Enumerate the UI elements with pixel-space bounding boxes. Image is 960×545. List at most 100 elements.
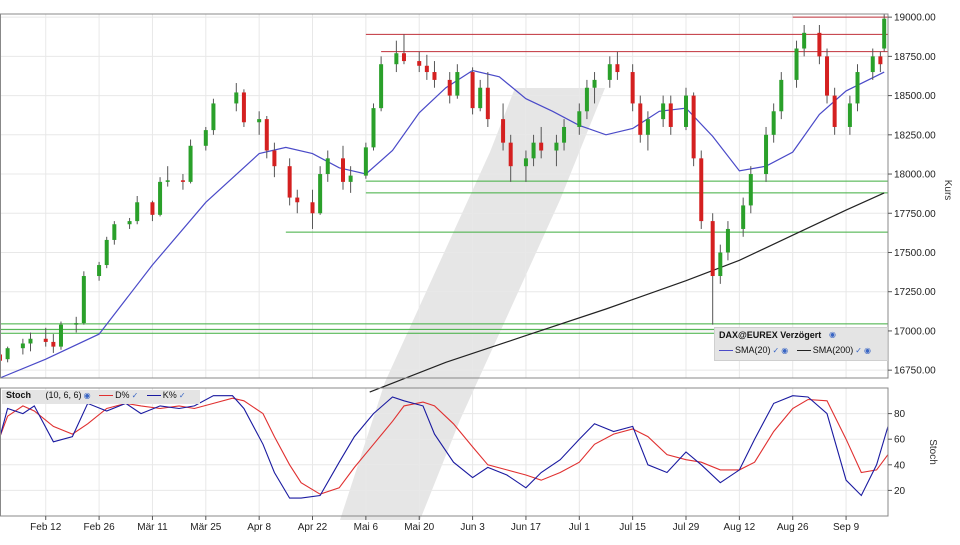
- candle-down: [710, 221, 715, 277]
- candle-up: [478, 87, 483, 109]
- candle-up: [523, 158, 528, 167]
- sma200-swatch: [796, 350, 811, 352]
- check-icon[interactable]: ✓: [855, 346, 862, 355]
- candle-down: [51, 341, 56, 347]
- candle-up: [234, 92, 239, 104]
- x-tick-label: Jul 29: [673, 522, 700, 533]
- candle-up: [741, 205, 746, 229]
- x-tick-label: Jul 15: [619, 522, 646, 533]
- candle-up: [562, 126, 567, 143]
- candle-up: [112, 224, 117, 240]
- x-tick-label: Mär 11: [137, 522, 168, 533]
- candle-up: [203, 130, 208, 146]
- candle-up: [127, 221, 132, 225]
- candle-up: [318, 174, 323, 214]
- dpct-line: [0, 397, 889, 495]
- x-tick-label: Apr 22: [298, 522, 328, 533]
- candle-down: [470, 72, 475, 109]
- check-icon[interactable]: ✓: [178, 391, 186, 400]
- info-icon[interactable]: ◉: [829, 330, 836, 339]
- candle-down: [341, 158, 346, 182]
- check-icon[interactable]: ✓: [131, 391, 139, 400]
- price-y-ticks: 16750.00 17000.00 17250.00 17500.00 17750.00…: [888, 13, 936, 377]
- stoch-panel-frame: [0, 387, 889, 517]
- candle-up: [584, 87, 589, 112]
- candle-down: [264, 119, 269, 151]
- candle-down: [638, 103, 643, 135]
- x-tick-label: Jul 1: [569, 522, 591, 533]
- kpct-line: [0, 395, 889, 499]
- price-y-tick-label: 19000.00: [894, 13, 936, 24]
- price-grid: [0, 14, 888, 378]
- sma200-line: [369, 192, 885, 393]
- candle-up: [371, 108, 376, 148]
- stoch-y-tick-label: 20: [894, 486, 906, 497]
- candle-up: [882, 18, 887, 49]
- candle-up: [81, 276, 86, 324]
- price-panel-frame: [0, 13, 889, 379]
- candle-down: [668, 103, 673, 127]
- candle-up: [718, 252, 723, 277]
- stoch-grid: [0, 388, 888, 516]
- candle-down: [485, 87, 490, 120]
- candle-up: [531, 142, 536, 159]
- price-sma: [0, 69, 885, 393]
- panel-frames: [0, 13, 889, 517]
- stoch-params: (10, 6, 6): [45, 390, 82, 400]
- candle-down: [501, 119, 506, 143]
- dpct-legend-label: D%: [115, 390, 130, 400]
- price-y-tick-label: 17000.00: [894, 326, 936, 337]
- info-icon[interactable]: ◉: [781, 346, 789, 355]
- candle-up: [802, 32, 807, 49]
- candle-up: [847, 103, 852, 127]
- candle-up: [325, 158, 330, 175]
- candle-up: [257, 119, 262, 123]
- candle-up: [58, 324, 63, 347]
- price-y-tick-label: 16750.00: [894, 366, 936, 377]
- x-ticks: Feb 12 Feb 26 Mär 11 Mär 25 Apr 8 Apr 22 Mai 6…: [30, 516, 860, 533]
- candle-up: [379, 64, 384, 109]
- kpct-legend-label: K%: [162, 390, 177, 400]
- candle-up: [607, 64, 612, 80]
- candle-down: [287, 166, 292, 198]
- x-tick-label: Aug 12: [724, 522, 756, 533]
- check-icon[interactable]: ✓: [772, 346, 780, 355]
- candle-up: [771, 111, 776, 135]
- candle-up: [684, 95, 689, 127]
- candle-down: [241, 92, 246, 123]
- x-tick-label: Aug 26: [777, 522, 809, 533]
- x-tick-label: Mai 6: [354, 522, 379, 533]
- price-y-tick-label: 18000.00: [894, 170, 936, 181]
- candle-up: [748, 174, 753, 206]
- price-y-tick-label: 18750.00: [894, 52, 936, 63]
- stoch-y-axis-label: Stoch: [927, 439, 938, 465]
- info-icon[interactable]: ◉: [83, 391, 91, 400]
- candle-down: [150, 202, 155, 215]
- candle-up: [135, 202, 140, 222]
- candle-up: [363, 147, 368, 176]
- price-legend: DAX@EUREX Verzögert ◉ SMA(20) ✓ ◉ SMA(200) ✓…: [714, 327, 888, 361]
- candle-up: [28, 338, 33, 344]
- stoch-lines: [0, 395, 889, 499]
- candle-down: [825, 56, 830, 96]
- stoch-title: Stoch: [6, 390, 32, 400]
- candle-up: [394, 53, 399, 65]
- candle-down: [295, 197, 300, 203]
- candle-down: [447, 79, 452, 96]
- candle-down: [424, 65, 429, 73]
- candle-down: [630, 72, 635, 104]
- x-tick-label: Jun 3: [460, 522, 485, 533]
- candle-down: [832, 95, 837, 127]
- candle-down: [508, 142, 513, 167]
- candle-down: [432, 72, 437, 80]
- stoch-y-tick-label: 80: [894, 409, 906, 420]
- candle-up: [592, 79, 597, 88]
- candle-up: [554, 142, 559, 151]
- candle-up: [348, 175, 353, 182]
- sma20-legend-label: SMA(20): [735, 345, 771, 355]
- info-icon[interactable]: ◉: [863, 346, 871, 355]
- candle-up: [645, 119, 650, 135]
- candle-up: [104, 239, 109, 266]
- x-tick-label: Apr 8: [247, 522, 271, 533]
- candle-up: [97, 265, 102, 277]
